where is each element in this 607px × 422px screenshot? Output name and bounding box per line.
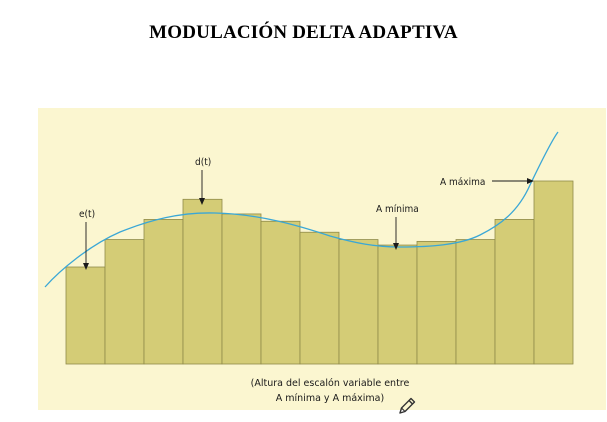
step-bar <box>221 213 262 365</box>
caption-line-2: A mínima y A máxima) <box>275 393 385 404</box>
analog-signal-curve <box>44 131 559 288</box>
label-e-t: e(t) <box>79 209 95 220</box>
step-bar <box>104 239 145 365</box>
step-bar <box>377 244 418 365</box>
step-bar <box>455 239 496 365</box>
step-bar <box>338 239 379 365</box>
caption: (Altura del escalón variable entre A mín… <box>230 376 430 406</box>
step-bar <box>533 180 574 365</box>
step-bar <box>260 220 301 365</box>
arrowhead-d-t <box>199 198 205 205</box>
step-bar <box>494 219 535 365</box>
label-a-maxima: A máxima <box>440 176 485 188</box>
arrowhead-a-maxima <box>527 178 534 184</box>
label-d-t: d(t) <box>195 157 211 168</box>
pencil-icon[interactable] <box>396 395 418 417</box>
step-bar <box>182 198 223 365</box>
step-bar <box>299 231 340 365</box>
step-bar <box>65 266 106 365</box>
caption-line-1: (Altura del escalón variable entre <box>250 378 410 389</box>
step-bars <box>65 180 574 365</box>
label-a-minima: A mínima <box>376 203 419 215</box>
arrowhead-a-minima <box>393 243 399 250</box>
arrowhead-e-t <box>83 263 89 270</box>
step-bar <box>143 219 184 365</box>
diagram-title: MODULACIÓN DELTA ADAPTIVA <box>149 22 458 43</box>
step-bar <box>416 240 457 365</box>
